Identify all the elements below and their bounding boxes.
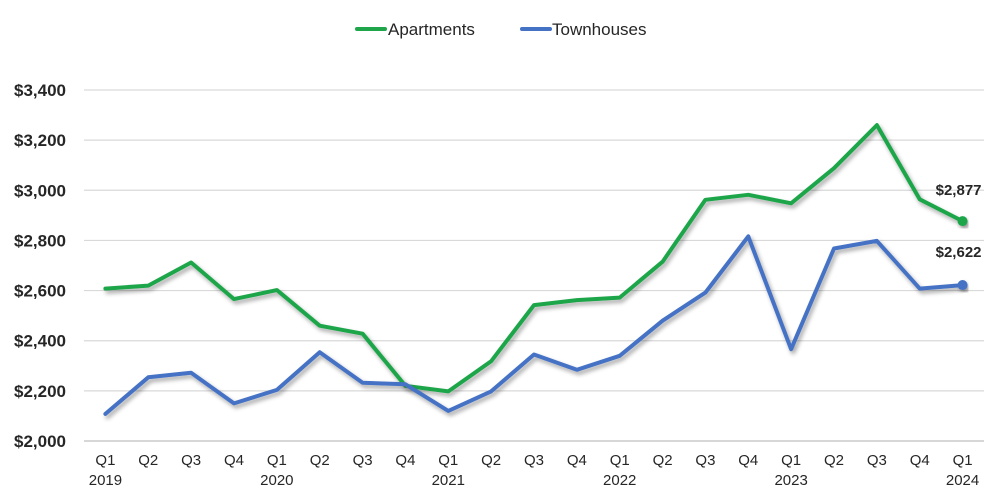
data-label-townhouses: $2,622 <box>936 244 982 261</box>
x-tick-label: Q4 <box>224 452 244 469</box>
y-tick-label: $2,200 <box>14 382 66 401</box>
gridlines <box>84 89 984 442</box>
x-tick-label: Q3 <box>181 452 201 469</box>
x-tick-label: Q3 <box>867 452 887 469</box>
data-labels: $2,877 $2,622 <box>936 182 982 261</box>
x-tick-label: Q2 <box>824 452 844 469</box>
x-tick-label: Q1 <box>953 452 973 469</box>
x-tick-year-label: 2019 <box>89 472 122 489</box>
series-line-townhouses <box>103 234 965 416</box>
x-tick-label: Q2 <box>138 452 158 469</box>
data-point-apartments <box>957 216 968 227</box>
y-tick-label: $2,400 <box>14 332 66 351</box>
x-tick-label: Q4 <box>395 452 415 469</box>
x-tick-label: Q1 <box>438 452 458 469</box>
x-tick-year-label: 2022 <box>603 472 636 489</box>
x-tick-label: Q4 <box>738 452 758 469</box>
x-tick-label: Q3 <box>524 452 544 469</box>
legend: Apartments Townhouses <box>355 20 647 39</box>
y-tick-label: $3,000 <box>14 181 66 200</box>
x-tick-year-label: 2024 <box>946 472 979 489</box>
x-tick-label: Q3 <box>353 452 373 469</box>
data-point-townhouses <box>957 280 968 291</box>
y-tick-label: $2,600 <box>14 282 66 301</box>
x-tick-year-label: 2020 <box>260 472 293 489</box>
series-layer <box>103 123 968 416</box>
x-tick-year-label: 2021 <box>432 472 465 489</box>
y-tick-label: $3,400 <box>14 81 66 100</box>
y-tick-label: $2,000 <box>14 432 66 451</box>
x-tick-label: Q3 <box>695 452 715 469</box>
x-tick-label: Q4 <box>567 452 587 469</box>
x-tick-label: Q1 <box>781 452 801 469</box>
x-tick-label: Q1 <box>610 452 630 469</box>
data-label-apartments: $2,877 <box>936 182 982 199</box>
y-axis: $2,000 $2,200 $2,400 $2,600 $2,800 $3,000 $3,2… <box>14 81 66 451</box>
x-axis: Q1 2019 Q2 Q3 Q4 Q1 2020 Q2 Q3 Q4 Q1 2021 Q2 Q3 Q4 Q1 20… <box>89 452 980 489</box>
x-tick-label: Q2 <box>653 452 673 469</box>
series-line-apartments <box>103 123 965 394</box>
x-tick-label: Q1 <box>267 452 287 469</box>
y-tick-label: $3,200 <box>14 131 66 150</box>
legend-label-townhouses: Townhouses <box>552 20 647 39</box>
x-tick-label: Q4 <box>910 452 930 469</box>
y-tick-label: $2,800 <box>14 231 66 250</box>
x-tick-year-label: 2023 <box>774 472 807 489</box>
legend-label-apartments: Apartments <box>388 20 475 39</box>
x-tick-label: Q1 <box>95 452 115 469</box>
x-tick-label: Q2 <box>481 452 501 469</box>
x-tick-label: Q2 <box>310 452 330 469</box>
